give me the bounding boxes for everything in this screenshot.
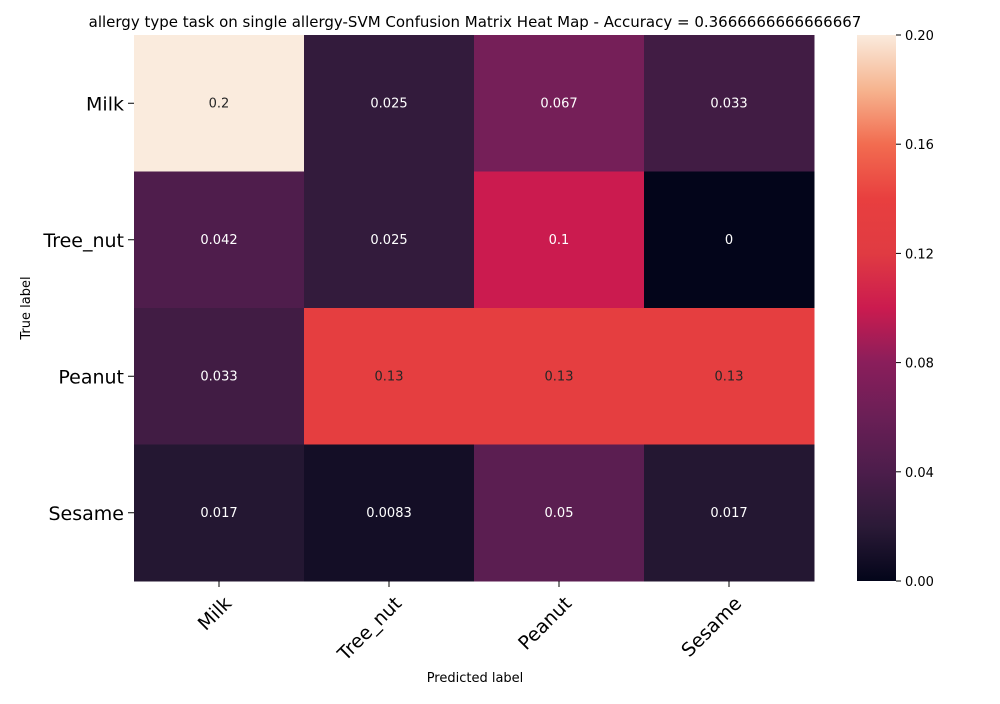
heatmap-cell <box>134 171 305 309</box>
cell-value-label: 0.017 <box>200 506 237 521</box>
heatmap-cell <box>304 308 475 445</box>
cell-value-label: 0.13 <box>715 369 744 384</box>
y-tick-label: Milk <box>86 93 124 115</box>
heatmap-cell <box>644 35 815 172</box>
cell-value-label: 0.13 <box>545 369 574 384</box>
colorbar-tick-label: 0.00 <box>905 575 934 590</box>
heatmap-cell <box>644 308 815 445</box>
colorbar-tick-label: 0.16 <box>905 138 934 153</box>
chart-title: allergy type task on single allergy-SVM … <box>89 13 862 31</box>
heatmap-cell <box>644 171 815 309</box>
colorbar-tick-label: 0.08 <box>905 357 934 372</box>
y-axis-ticks: Milk Tree_nut Peanut Sesame <box>42 93 134 525</box>
cell-value-label: 0.067 <box>540 96 577 111</box>
heatmap-cell <box>304 444 475 582</box>
y-tick-label: Tree_nut <box>42 230 124 252</box>
heatmap-cell <box>644 444 815 582</box>
cell-value-label: 0.0083 <box>366 506 412 521</box>
colorbar <box>857 35 896 581</box>
heatmap-cell <box>474 35 645 172</box>
cell-value-label: 0.2 <box>209 96 230 111</box>
x-tick-label: Milk <box>194 593 236 635</box>
x-tick-label: Sesame <box>677 593 746 662</box>
cell-value-label: 0 <box>725 233 733 248</box>
heatmap-cell <box>304 35 475 172</box>
x-tick-label: Peanut <box>514 593 576 655</box>
y-axis-label: True label <box>19 276 34 340</box>
cell-value-label: 0.033 <box>200 369 237 384</box>
cell-value-label: 0.025 <box>370 96 407 111</box>
x-axis-label: Predicted label <box>427 671 524 686</box>
heatmap-cell <box>134 35 305 172</box>
cell-value-label: 0.042 <box>200 233 237 248</box>
heatmap-cell <box>474 444 645 582</box>
heatmap-cell <box>474 171 645 309</box>
x-axis-ticks: Milk Tree_nut Peanut Sesame <box>194 581 746 666</box>
colorbar-tick-label: 0.20 <box>905 29 934 44</box>
cell-value-label: 0.017 <box>710 506 747 521</box>
colorbar-tick-label: 0.12 <box>905 247 934 262</box>
x-tick-label: Tree_nut <box>333 593 406 666</box>
cell-value-label: 0.1 <box>549 233 570 248</box>
heatmap-cell <box>304 171 475 309</box>
heatmap-cell <box>134 444 305 582</box>
colorbar-tick-label: 0.04 <box>905 466 934 481</box>
heatmap-cell <box>474 308 645 445</box>
cell-value-label: 0.025 <box>370 233 407 248</box>
heatmap-cells <box>134 35 815 582</box>
cell-value-label: 0.05 <box>545 506 574 521</box>
cell-value-label: 0.13 <box>375 369 404 384</box>
heatmap-cell-labels: 0.2 0.025 0.067 0.033 0.042 0.025 0.1 0 0.033 0.1… <box>200 96 747 521</box>
y-tick-label: Peanut <box>58 366 124 388</box>
heatmap-cell <box>134 308 305 445</box>
colorbar-ticks: 0.00 0.04 0.08 0.12 0.16 0.20 <box>896 29 934 590</box>
y-tick-label: Sesame <box>49 503 125 525</box>
cell-value-label: 0.033 <box>710 96 747 111</box>
